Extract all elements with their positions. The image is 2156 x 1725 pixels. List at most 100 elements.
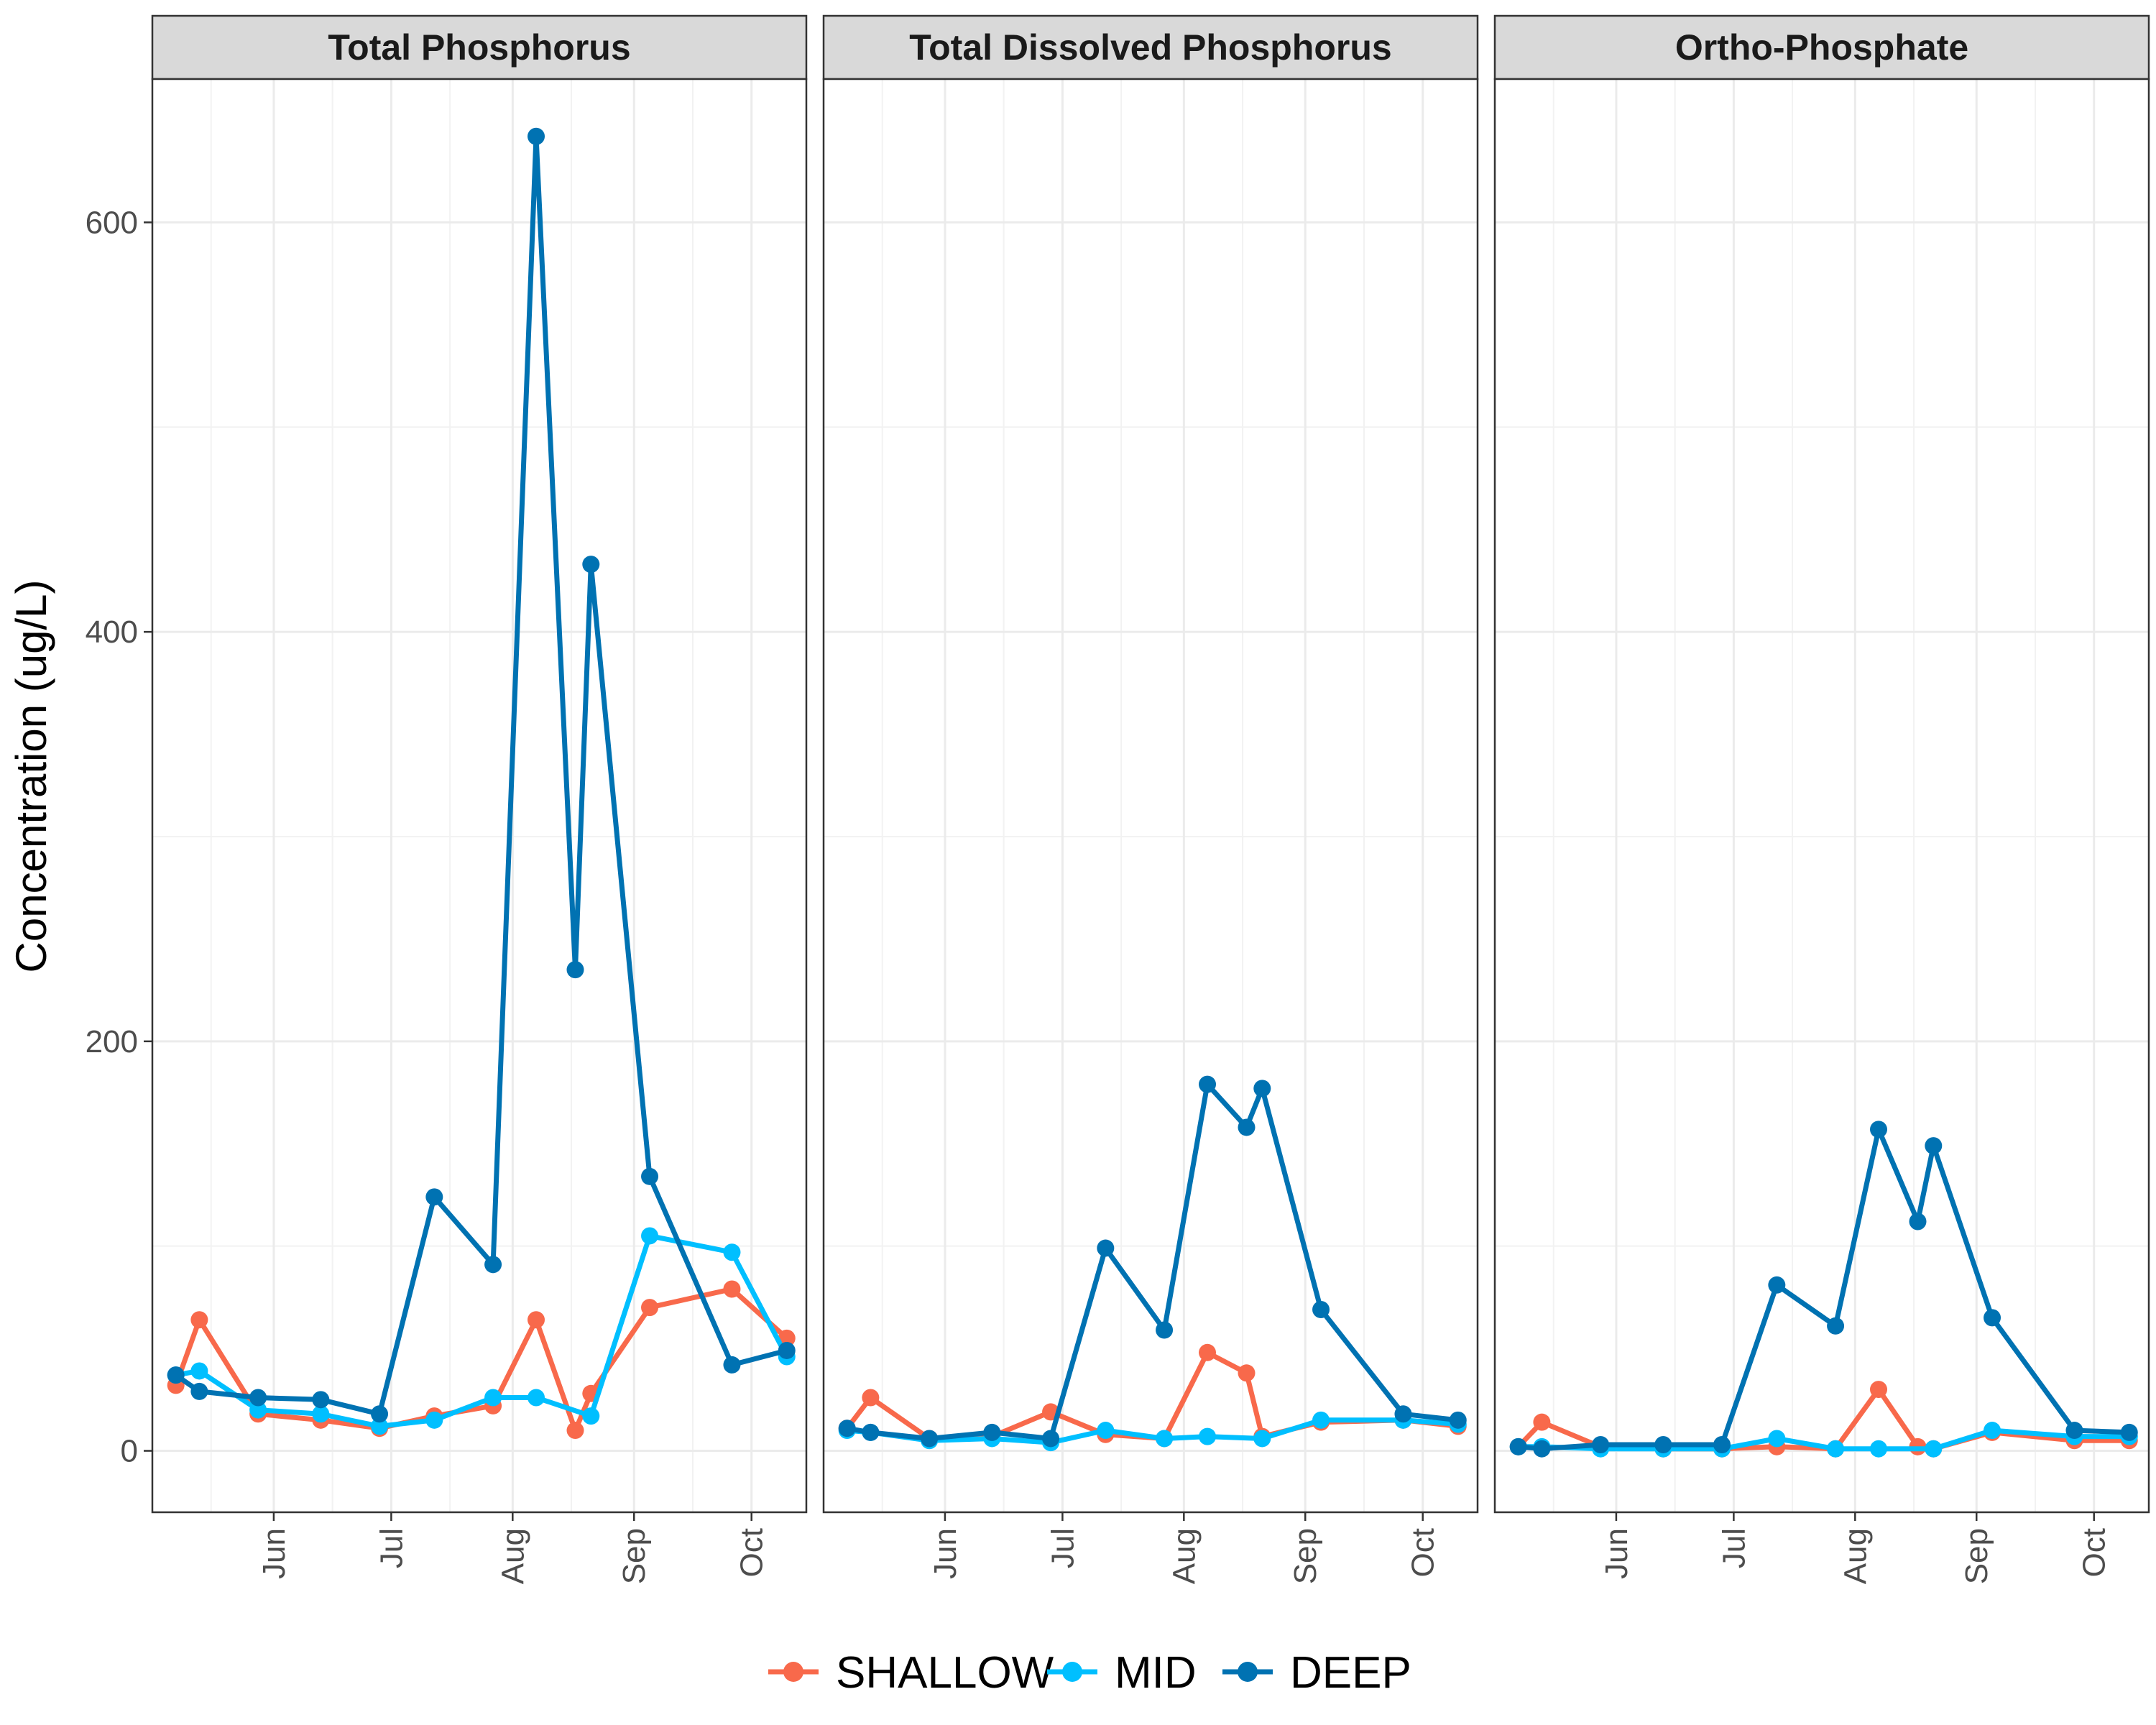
y-tick-label: 200 [86, 1024, 138, 1059]
data-point [1592, 1435, 1610, 1453]
y-tick-label: 600 [86, 205, 138, 240]
data-point [723, 1356, 741, 1374]
data-point [167, 1366, 185, 1384]
x-tick-label: Aug [495, 1528, 530, 1584]
data-point [1253, 1080, 1271, 1098]
data-point [371, 1405, 389, 1423]
panel-1: Total Phosphorus Jun Jul Aug Sep Oct 0 200 400 60… [86, 14, 808, 1584]
data-point [566, 961, 584, 979]
x-tick-label: Sep [1959, 1528, 1994, 1584]
data-point [425, 1188, 443, 1206]
data-point [1870, 1381, 1888, 1399]
data-point [1156, 1430, 1174, 1448]
x-tick-label: Oct [734, 1528, 770, 1577]
data-point [1042, 1430, 1060, 1448]
data-point [921, 1430, 939, 1448]
data-point [582, 556, 600, 574]
data-point [641, 1299, 659, 1317]
data-point [1713, 1435, 1731, 1453]
data-point [312, 1405, 330, 1423]
data-point [1238, 1364, 1256, 1382]
data-point [190, 1362, 208, 1380]
data-point [1909, 1213, 1927, 1230]
data-point [1827, 1317, 1845, 1335]
data-point [862, 1423, 880, 1441]
panel-border [822, 78, 1479, 1514]
panel-strip [822, 14, 1479, 80]
x-tick-label: Aug [1838, 1528, 1873, 1584]
data-point [1238, 1118, 1256, 1136]
x-tick-label: Jun [257, 1528, 292, 1579]
series-deep [167, 127, 796, 1423]
data-point [2065, 1422, 2083, 1440]
panel-3: Ortho-Phosphate Jun Jul Aug Sep Oct [1493, 14, 2150, 1584]
x-tick-label: Sep [1288, 1528, 1323, 1584]
data-point [1509, 1438, 1527, 1455]
legend-item-deep: DEEP [1222, 1648, 1411, 1698]
data-point [190, 1382, 208, 1400]
panel-border [151, 78, 808, 1514]
series-deep [838, 1075, 1467, 1448]
data-point [1654, 1435, 1672, 1453]
data-point [1870, 1440, 1888, 1458]
data-point [1312, 1411, 1330, 1429]
data-point [723, 1243, 741, 1261]
x-tick-label: Jun [1599, 1528, 1634, 1579]
y-tick-label: 0 [121, 1434, 138, 1469]
x-tick-label: Jun [928, 1528, 963, 1579]
x-tick-label: Jul [374, 1528, 409, 1568]
data-point [1768, 1430, 1786, 1448]
x-tick-label: Sep [617, 1528, 652, 1584]
data-point [528, 1389, 545, 1407]
plot-background [152, 79, 806, 1512]
panel-title: Ortho-Phosphate [1675, 27, 1968, 68]
data-point [484, 1256, 502, 1274]
data-point [190, 1311, 208, 1329]
data-point [1156, 1321, 1174, 1339]
data-point [528, 1311, 545, 1329]
data-point [778, 1329, 796, 1347]
panel-title: Total Dissolved Phosphorus [909, 27, 1391, 68]
data-point [1768, 1276, 1786, 1294]
data-point [723, 1280, 741, 1298]
data-point [1925, 1440, 1943, 1458]
panel-title: Total Phosphorus [328, 27, 630, 68]
data-point [249, 1389, 267, 1407]
data-point [566, 1422, 584, 1440]
data-point [983, 1423, 1001, 1441]
data-point [641, 1167, 659, 1185]
x-tick-label: Jul [1716, 1528, 1751, 1568]
data-point [862, 1389, 880, 1407]
legend-key-point [783, 1662, 803, 1682]
series-line [1516, 1427, 2132, 1452]
plot-background [824, 79, 1478, 1512]
legend-item-shallow: SHALLOW [768, 1648, 1054, 1698]
data-point [1984, 1309, 2001, 1327]
data-point [641, 1227, 659, 1245]
data-point [1449, 1411, 1467, 1429]
data-point [425, 1411, 443, 1429]
panel-strip [1493, 14, 2150, 80]
data-point [1870, 1121, 1888, 1138]
data-point [1533, 1413, 1551, 1431]
data-point [1925, 1137, 1943, 1155]
series-line [173, 1233, 790, 1429]
data-point [1199, 1075, 1217, 1093]
data-point [1827, 1440, 1845, 1458]
legend-key-point [1238, 1662, 1258, 1682]
data-point [2120, 1423, 2138, 1441]
data-point [484, 1389, 502, 1407]
data-point [838, 1420, 856, 1438]
panels: Total Phosphorus Jun Jul Aug Sep Oct 0 200 400 60… [86, 14, 2150, 1584]
x-tick-label: Oct [1406, 1528, 1441, 1577]
data-point [1199, 1343, 1217, 1361]
data-point [1097, 1239, 1115, 1257]
data-point [582, 1407, 600, 1425]
x-tick-label: Aug [1166, 1528, 1202, 1584]
panel-border [1493, 78, 2150, 1514]
x-tick-label: Jul [1045, 1528, 1080, 1568]
legend-key-point [1062, 1662, 1082, 1682]
legend-label: DEEP [1290, 1648, 1411, 1698]
legend-label: MID [1115, 1648, 1197, 1698]
